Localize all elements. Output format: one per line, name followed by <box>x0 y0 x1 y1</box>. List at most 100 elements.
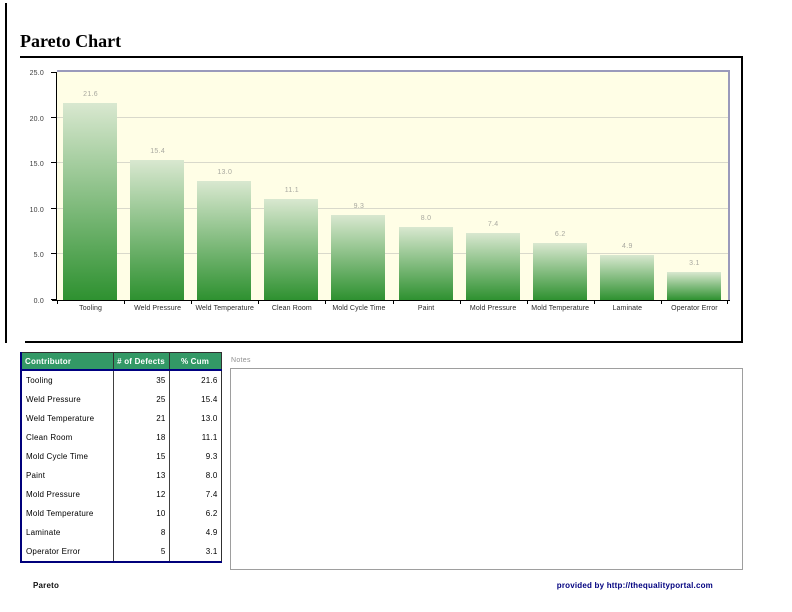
header-defects: # of Defects <box>113 352 170 371</box>
y-axis-tick-label: 20.0 <box>29 115 44 123</box>
x-axis-label: Clean Room <box>271 305 312 312</box>
footer-credit-link[interactable]: provided by http://thequalityportal.com <box>556 581 713 590</box>
gridline <box>57 207 728 209</box>
cum-percent-cell: 3.1 <box>169 542 221 562</box>
x-axis-label: Laminate <box>612 305 643 312</box>
contributor-cell: Paint <box>21 466 114 485</box>
notes-label: Notes <box>231 357 251 364</box>
contributor-cell: Laminate <box>21 523 114 542</box>
x-axis-tick <box>191 300 192 304</box>
bar <box>130 159 185 300</box>
bar <box>398 227 453 300</box>
y-axis-tick <box>51 299 56 300</box>
x-axis-tick <box>661 300 662 304</box>
defects-count-cell: 12 <box>113 485 170 504</box>
table-row: Mold Cycle Time 15 9.3 <box>21 447 221 466</box>
bar <box>599 255 654 300</box>
contributor-cell: Mold Cycle Time <box>21 447 114 466</box>
bar <box>264 198 319 300</box>
defects-count-cell: 25 <box>113 390 170 409</box>
contributor-cell: Clean Room <box>21 428 114 447</box>
table-row: Operator Error 5 3.1 <box>21 542 221 562</box>
cum-percent-cell: 8.0 <box>169 466 221 485</box>
x-axis-tick <box>258 300 259 304</box>
left-border-rule <box>5 3 7 343</box>
table-header-row: Contributor # of Defects % Cum <box>21 352 221 371</box>
defects-count-cell: 5 <box>113 542 170 562</box>
x-axis-tick <box>460 300 461 304</box>
table-row: Mold Temperature 10 6.2 <box>21 504 221 523</box>
x-axis-tick <box>527 300 528 304</box>
defects-count-cell: 13 <box>113 466 170 485</box>
cum-percent-cell: 15.4 <box>169 390 221 409</box>
x-axis-label: Mold Pressure <box>469 305 517 312</box>
x-axis-label: Mold Cycle Time <box>332 305 386 312</box>
cum-percent-cell: 4.9 <box>169 523 221 542</box>
y-axis-tick <box>51 162 56 164</box>
bar-value-label: 15.4 <box>150 147 166 155</box>
bar-value-label: 21.6 <box>83 91 98 99</box>
cum-percent-cell: 6.2 <box>169 504 221 523</box>
bar-value-label: 4.9 <box>622 243 633 251</box>
table-row: Mold Pressure 12 7.4 <box>21 485 221 504</box>
contributor-cell: Weld Temperature <box>21 409 114 428</box>
y-axis-tick-label: 0.0 <box>33 298 44 305</box>
right-border-rule <box>741 56 743 343</box>
header-cum: % Cum <box>169 352 221 371</box>
cum-percent-cell: 11.1 <box>169 428 221 447</box>
bar <box>331 215 386 300</box>
x-axis-tick <box>727 300 728 304</box>
contributor-cell: Weld Pressure <box>21 390 114 409</box>
x-axis-label: Operator Error <box>671 305 718 312</box>
bar <box>63 103 118 300</box>
defects-count-cell: 18 <box>113 428 170 447</box>
y-axis-tick-label: 10.0 <box>29 206 44 214</box>
x-axis-line <box>52 300 730 301</box>
x-axis-tick <box>393 300 394 304</box>
title-underline-rule <box>20 56 743 58</box>
contributor-cell: Mold Temperature <box>21 504 114 523</box>
cum-percent-cell: 7.4 <box>169 485 221 504</box>
notes-box[interactable] <box>230 368 743 570</box>
contributor-cell: Mold Pressure <box>21 485 114 504</box>
bar <box>465 232 520 300</box>
table-row: Clean Room 18 11.1 <box>21 428 221 447</box>
plot-area: 21.6 15.4 13.0 11.1 9.3 8.0 7.4 6.2 4.9 3.1 <box>51 72 728 304</box>
bar-value-label: 6.2 <box>554 231 566 239</box>
bar <box>532 243 587 300</box>
y-axis-tick <box>51 253 56 255</box>
gridline <box>57 116 728 118</box>
y-axis-tick <box>51 72 56 73</box>
bar-value-label: 11.1 <box>284 186 299 194</box>
y-axis-tick-label: 25.0 <box>29 70 44 77</box>
y-axis-tick <box>51 207 56 209</box>
x-axis-labels: Tooling Weld Pressure Weld Temperature Clea… <box>57 303 728 315</box>
y-axis-labels: 0.0 5.0 10.0 15.0 20.0 25.0 <box>16 70 50 305</box>
table-row: Paint 13 8.0 <box>21 466 221 485</box>
defects-count-cell: 35 <box>113 370 170 390</box>
defects-count-cell: 21 <box>113 409 170 428</box>
defects-count-cell: 8 <box>113 523 170 542</box>
y-axis-tick <box>51 116 56 118</box>
bar-value-label: 3.1 <box>689 259 700 267</box>
bar-value-label: 7.4 <box>487 220 499 228</box>
gridline <box>57 162 728 164</box>
x-axis-label: Weld Temperature <box>195 305 254 312</box>
bar-value-label: 8.0 <box>420 215 432 223</box>
cum-percent-cell: 13.0 <box>169 409 221 428</box>
table-row: Tooling 35 21.6 <box>21 370 221 390</box>
x-axis-label: Paint <box>417 305 435 312</box>
x-axis-label: Weld Pressure <box>134 305 182 312</box>
chart-bottom-rule <box>25 341 743 343</box>
bar-value-label: 9.3 <box>353 203 365 211</box>
cum-percent-cell: 21.6 <box>169 370 221 390</box>
plot-right-border <box>728 70 730 301</box>
cum-percent-cell: 9.3 <box>169 447 221 466</box>
table-row: Weld Pressure 25 15.4 <box>21 390 221 409</box>
y-axis-tick-label: 5.0 <box>33 252 44 260</box>
x-axis-tick <box>57 300 58 304</box>
defects-table: Contributor # of Defects % Cum Tooling 35… <box>20 352 222 563</box>
y-axis-tick-label: 15.0 <box>29 161 44 169</box>
x-axis-tick <box>594 300 595 304</box>
